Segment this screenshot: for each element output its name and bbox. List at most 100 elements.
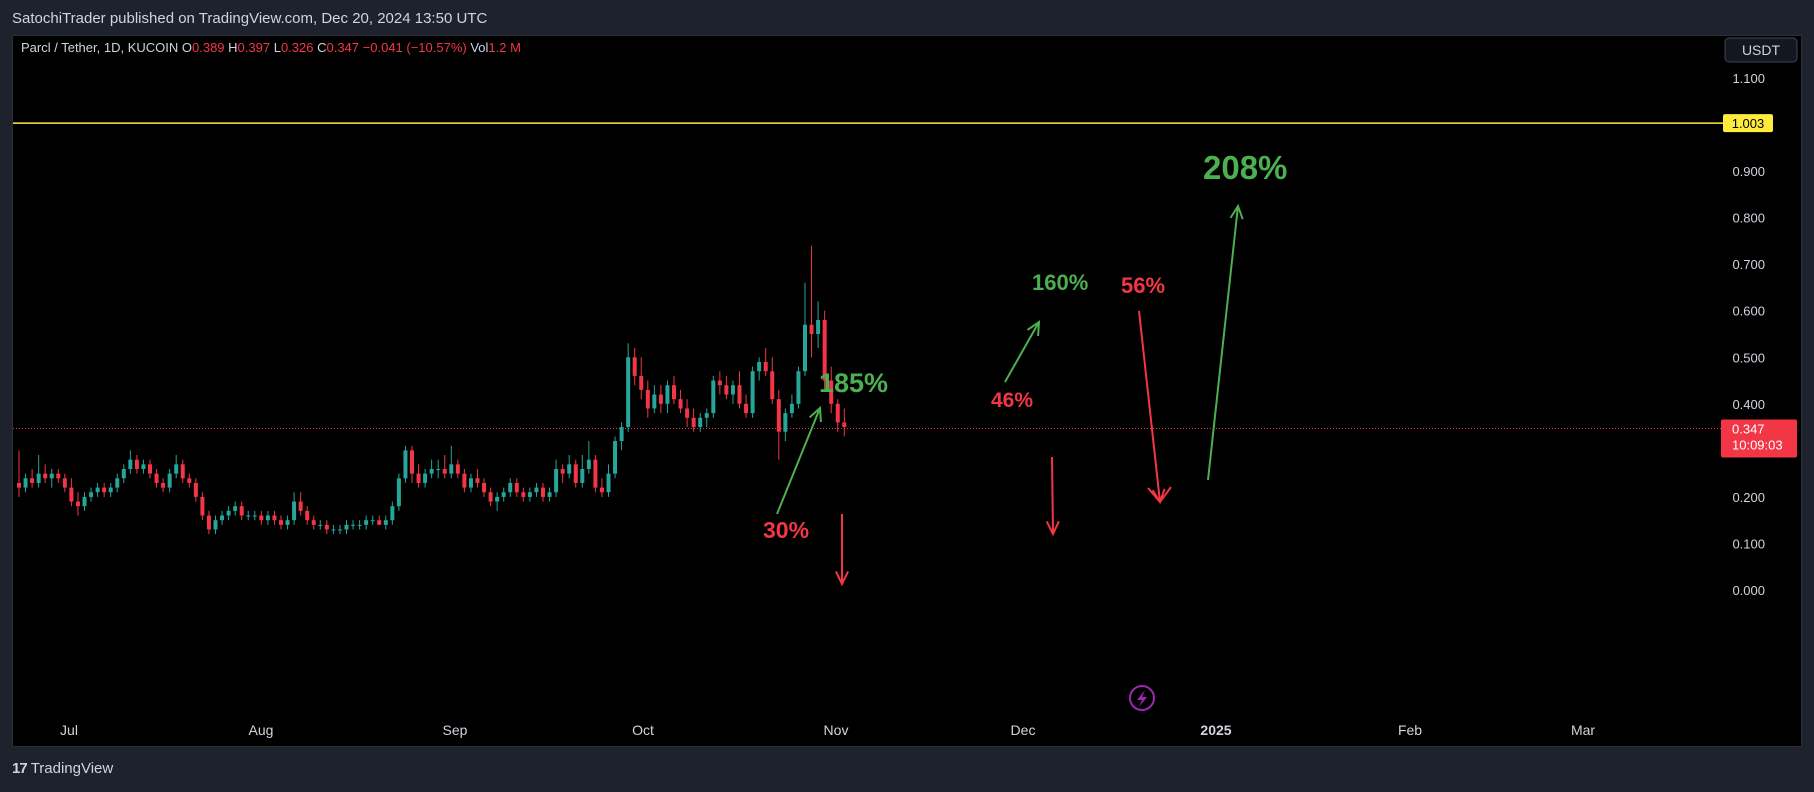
candle-body [711,380,716,414]
annotation-arrow-up [776,407,821,515]
candle-body [685,408,690,418]
last-price-tag [1721,419,1797,458]
candle-body [626,357,631,428]
candle-body [43,473,48,479]
y-tick-label: 0.600 [1732,304,1765,319]
y-tick-label: 0.200 [1732,490,1765,505]
candle-body [829,380,834,404]
candle-body [724,385,729,395]
candle-body [233,506,238,511]
candle-body [803,324,807,372]
annotation-arrow-down-head [1045,520,1060,537]
candle-body [501,492,506,497]
annotation-label: 56% [1121,273,1165,298]
candle-body [239,506,244,516]
candle-body [95,487,100,493]
y-tick-label: 0.400 [1732,397,1765,412]
candle-body [429,468,434,474]
currency-button [1724,37,1798,63]
candle-body [193,482,198,497]
candle-body [658,394,663,404]
candle-body [462,473,467,488]
candle-body [23,478,28,488]
candle-body [423,473,428,483]
candle-body [436,468,441,470]
annotation-arrow-down-head [1147,486,1172,504]
candle-body [161,482,166,488]
candle-body [311,520,316,525]
candle-body [154,473,159,483]
candle-body [331,529,336,531]
candle-body [757,361,762,372]
candle-body [305,510,310,521]
candle-body [704,413,709,418]
candle-body [357,524,362,526]
candle-body [639,375,644,390]
y-tick-label: 0.100 [1732,536,1765,551]
candle-body [613,441,618,474]
currency-button-label: USDT [1742,42,1781,58]
candle-body [141,464,146,469]
annotation-label: 208% [1203,149,1287,186]
candle-body [252,515,257,517]
y-tick-label: 0.700 [1732,257,1765,272]
candle-body [220,515,225,521]
x-tick-label: Feb [1398,722,1422,738]
candle-body [167,473,172,488]
event-lightning-icon [1129,685,1155,711]
candle-body [796,371,801,404]
candle-body [187,478,192,483]
price-chart[interactable]: Parcl / Tether, 1D, KUCOIN O0.389 H0.397… [13,36,1803,748]
candle-body [128,459,133,469]
annotation-arrow-up-head [808,405,822,423]
x-tick-label: Mar [1571,722,1595,738]
candle-body [698,417,703,428]
candle-body [534,487,539,493]
candle-body [213,520,218,530]
candle-body [121,468,126,479]
candle-body [645,389,650,409]
candle-body [377,520,382,525]
x-tick-label: Jul [60,722,78,738]
candle-body [619,427,624,442]
chart-pane[interactable]: Parcl / Tether, 1D, KUCOIN O0.389 H0.397… [12,35,1802,747]
candle-body [632,357,637,376]
annotation-arrow-down-head [835,570,849,587]
candle-body [606,473,611,493]
candle-body [102,487,107,493]
candle-body [672,385,676,400]
candle-body [259,515,264,521]
candle-body [56,473,61,479]
candle-body [770,371,775,400]
candle-body [567,464,572,474]
countdown-label: 10:09:03 [1732,437,1783,452]
candle-body [17,482,21,488]
candle-body [403,450,408,479]
candle-body [272,515,277,521]
x-tick-label: 2025 [1200,722,1231,738]
candle-body [370,520,375,522]
annotation-arrow-down [1138,310,1161,503]
candle-body [69,487,74,502]
candle-body [206,515,211,530]
candle-body [586,459,591,469]
y-tick-label: 1.100 [1732,71,1765,86]
candle-body [783,413,788,432]
candle-body [554,468,559,493]
candle-body [560,468,565,474]
candle-body [410,450,414,474]
candle-body [89,492,94,497]
candle-body [652,394,657,409]
candle-body [49,473,54,479]
candle-body [442,468,447,474]
candle-body [809,324,814,335]
resistance-price-tag [1723,114,1773,133]
candle-body [816,320,821,335]
candle-body [822,320,827,381]
candle-body [495,496,500,502]
annotation-label: 46% [991,389,1033,412]
candle-body [678,399,683,409]
candle-body [488,492,493,502]
candle-body [337,529,342,531]
candle-body [691,417,696,428]
